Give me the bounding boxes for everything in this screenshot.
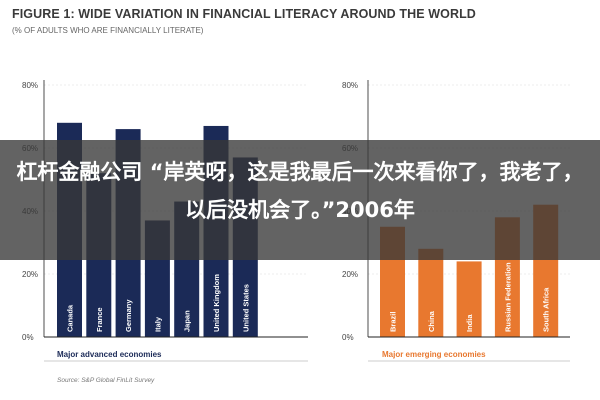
group-label: Major advanced economies xyxy=(57,350,162,359)
y-tick-label: 0% xyxy=(342,333,354,342)
y-tick-label: 0% xyxy=(22,333,34,342)
category-label: Germany xyxy=(124,299,133,332)
category-label: Italy xyxy=(153,316,162,332)
category-label: Canada xyxy=(66,304,75,332)
source-note: Source: S&P Global FinLit Survey xyxy=(57,377,155,384)
group-label: Major emerging economies xyxy=(382,350,486,359)
category-label: India xyxy=(465,314,474,332)
bar xyxy=(418,248,444,337)
category-label: United Kingdom xyxy=(212,274,221,332)
category-label: Russian Federation xyxy=(503,262,512,332)
y-tick-label: 80% xyxy=(342,81,358,90)
category-label: China xyxy=(427,310,436,332)
category-label: Brazil xyxy=(389,312,398,332)
chart-subtitle: (% OF ADULTS WHO ARE FINANCIALLY LITERAT… xyxy=(12,26,204,35)
category-label: United States xyxy=(241,284,250,332)
y-tick-label: 20% xyxy=(342,270,358,279)
overlay-banner xyxy=(0,140,600,260)
category-label: France xyxy=(95,307,104,332)
y-tick-label: 80% xyxy=(22,81,38,90)
chart-title: FIGURE 1: WIDE VARIATION IN FINANCIAL LI… xyxy=(12,7,476,21)
category-label: Japan xyxy=(183,310,192,332)
y-tick-label: 20% xyxy=(22,270,38,279)
overlay-caption: 杠杆金融公司 “岸英呀，这是我最后一次来看你了，我老了，以后没机会了。”2006… xyxy=(16,160,584,222)
bar xyxy=(456,261,482,337)
category-label: South Africa xyxy=(542,287,551,332)
